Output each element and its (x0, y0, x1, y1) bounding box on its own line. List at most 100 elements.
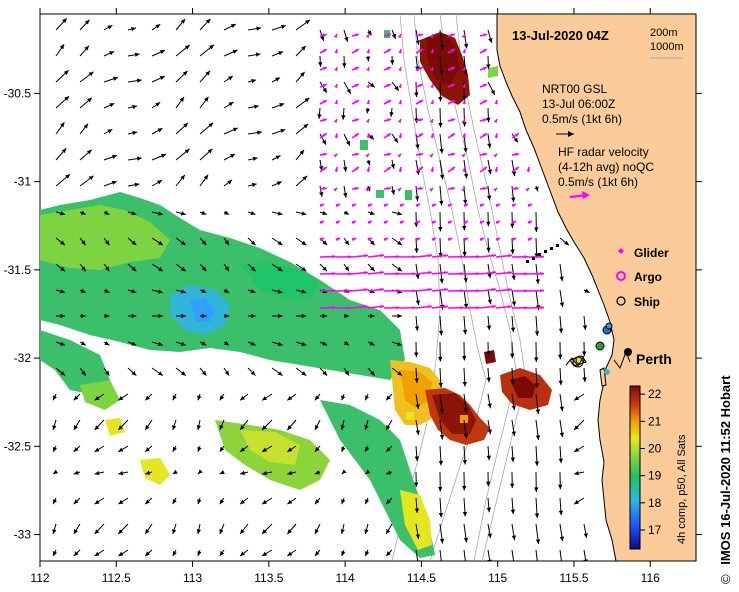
model-arrow (319, 133, 327, 146)
model-arrow (462, 107, 467, 127)
model-arrow (462, 341, 467, 361)
model-arrow (559, 237, 570, 246)
model-arrow (343, 185, 348, 198)
model-arrow (463, 523, 469, 543)
model-arrow (511, 159, 517, 177)
model-arrow (151, 101, 161, 109)
model-arrow (219, 523, 225, 535)
radar-arrow (334, 66, 338, 72)
radar-arrow (479, 203, 485, 208)
radar-arrow (447, 48, 456, 54)
radar-arrow (495, 220, 501, 225)
model-arrow (462, 237, 467, 257)
radar-arrow (415, 99, 424, 105)
radar-arrow (383, 237, 389, 242)
model-arrow (510, 237, 515, 255)
legend-glider: Glider (618, 246, 669, 260)
model-arrow (79, 97, 93, 109)
radar-arrow (462, 133, 466, 139)
radar-arrow (431, 270, 449, 275)
model-arrow (79, 175, 94, 187)
model-arrow (573, 393, 585, 401)
radar-arrow (430, 133, 434, 139)
model-arrow (103, 313, 110, 319)
radar-arrow (511, 132, 520, 139)
model-arrow (314, 419, 321, 431)
model-arrow (199, 367, 207, 376)
model-arrow (415, 549, 420, 561)
model-arrow (438, 367, 443, 388)
model-arrow (219, 470, 225, 475)
model-arrow (261, 419, 273, 431)
radar-arrow (351, 99, 360, 105)
radar-arrow (479, 83, 488, 88)
model-arrow (247, 78, 257, 84)
radar-arrow (351, 152, 360, 157)
radar-arrow (333, 33, 338, 39)
radar-arrow (319, 83, 328, 88)
model-arrow (73, 445, 81, 453)
model-arrow (487, 523, 492, 539)
model-arrow (389, 107, 394, 117)
model-arrow (103, 180, 117, 187)
model-arrow (271, 103, 285, 109)
model-arrow (175, 313, 186, 319)
radar-arrow (319, 186, 327, 191)
radar-arrow (462, 166, 467, 173)
model-arrow (343, 367, 350, 376)
model-arrow (223, 263, 230, 272)
radar-arrow (527, 203, 533, 208)
model-arrow (172, 523, 177, 535)
model-arrow (223, 23, 237, 31)
radar-arrow (351, 166, 360, 173)
model-arrow (415, 523, 420, 540)
model-arrow (366, 159, 371, 166)
x-axis: 112 112.5 113 113.5 114 114.5 115 115.5 116 (30, 8, 660, 585)
model-arrow (94, 497, 105, 505)
radar-arrow (351, 186, 359, 191)
radar-arrow (479, 132, 488, 139)
model-arrow (582, 367, 587, 383)
model-arrow (55, 69, 69, 83)
model-legend-line3: 0.5m/s (1kt 6h) (542, 112, 622, 126)
model-arrow (487, 263, 492, 279)
radar-arrow (495, 203, 501, 208)
model-arrow (583, 523, 588, 539)
model-arrow (364, 549, 370, 557)
model-arrow (144, 419, 153, 431)
radar-arrow (415, 287, 433, 292)
model-arrow (151, 313, 163, 319)
model-arrow (223, 341, 230, 346)
radar-arrow (527, 305, 545, 310)
model-arrow (219, 549, 225, 557)
radar-arrow (319, 66, 328, 71)
radar-arrow (525, 187, 530, 192)
model-arrow (439, 549, 442, 561)
model-arrow (79, 313, 86, 319)
radar-arrow (383, 305, 401, 310)
radar-arrow (447, 289, 465, 293)
model-arrow (219, 419, 225, 431)
model-arrow (341, 549, 346, 557)
model-arrow (535, 393, 541, 415)
model-arrow (319, 185, 324, 197)
model-arrow (247, 156, 258, 161)
model-arrow (390, 159, 396, 169)
radar-arrow (367, 220, 373, 225)
svg-text:Argo: Argo (634, 270, 662, 284)
model-arrow (391, 81, 400, 92)
model-arrow (583, 549, 588, 561)
model-arrow (103, 210, 110, 215)
model-arrow (439, 159, 445, 180)
model-arrow (295, 211, 307, 216)
radar-arrow (461, 187, 466, 192)
credit-text: IMOS 16-Jul-2020 11:52 Hobart (718, 375, 733, 565)
model-legend-line1: NRT00 GSL (542, 82, 607, 96)
radar-arrow (493, 153, 498, 158)
model-arrow (487, 81, 496, 96)
model-arrow (367, 313, 375, 319)
model-arrow (463, 29, 469, 49)
model-arrow (319, 367, 328, 376)
radar-arrow (383, 271, 401, 276)
model-arrow (534, 445, 540, 466)
